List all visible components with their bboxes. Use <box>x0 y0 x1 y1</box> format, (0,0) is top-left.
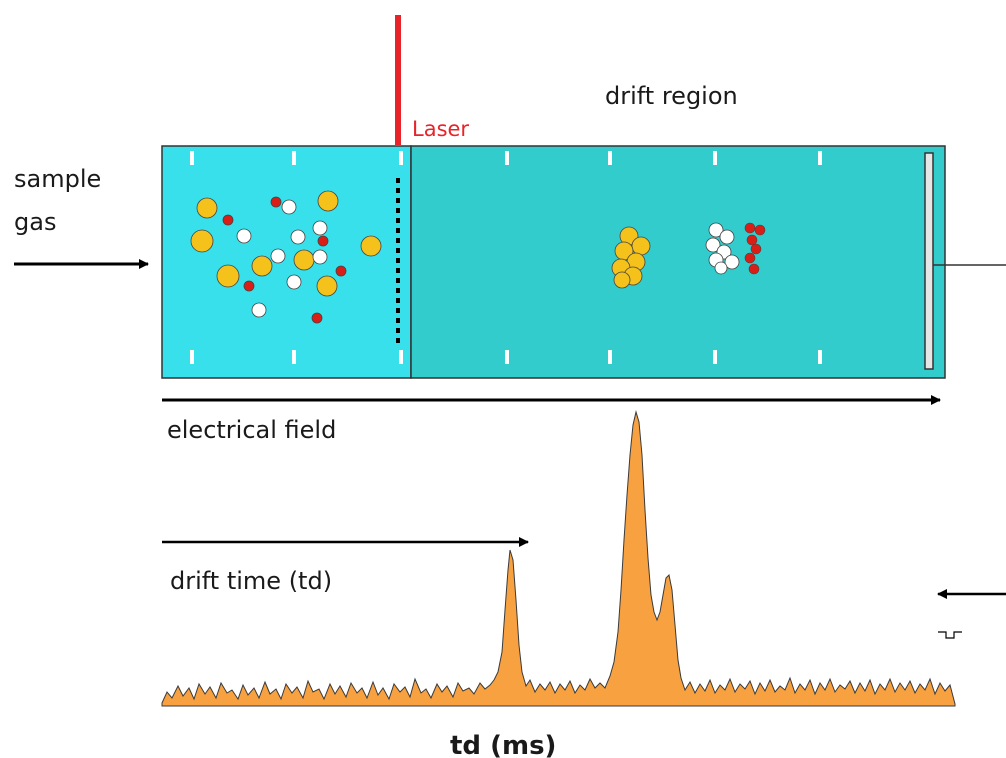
drift-tube <box>410 145 946 379</box>
td-axis-label: td (ms) <box>450 731 556 758</box>
drift-spectrum <box>161 410 956 707</box>
ion-packet-white <box>705 222 740 275</box>
ionization-region <box>161 145 412 379</box>
sample-gas-label-line1: sample <box>14 165 101 193</box>
electrode-rings <box>190 151 822 364</box>
sample-gas-label-line2: gas <box>14 208 56 236</box>
ion-packet-red <box>744 222 766 275</box>
ion-packet-yellow <box>611 226 651 289</box>
drift-time-label: drift time (td) <box>170 567 332 595</box>
electrical-field-label: electrical field <box>167 416 336 444</box>
detector-plate <box>924 152 934 370</box>
gate-pulse-icon <box>938 631 962 639</box>
laser-label: Laser <box>412 117 469 141</box>
laser-beam <box>395 15 401 145</box>
drift-region-label: drift region <box>605 82 738 110</box>
ion-cloud-ionization <box>190 190 382 324</box>
